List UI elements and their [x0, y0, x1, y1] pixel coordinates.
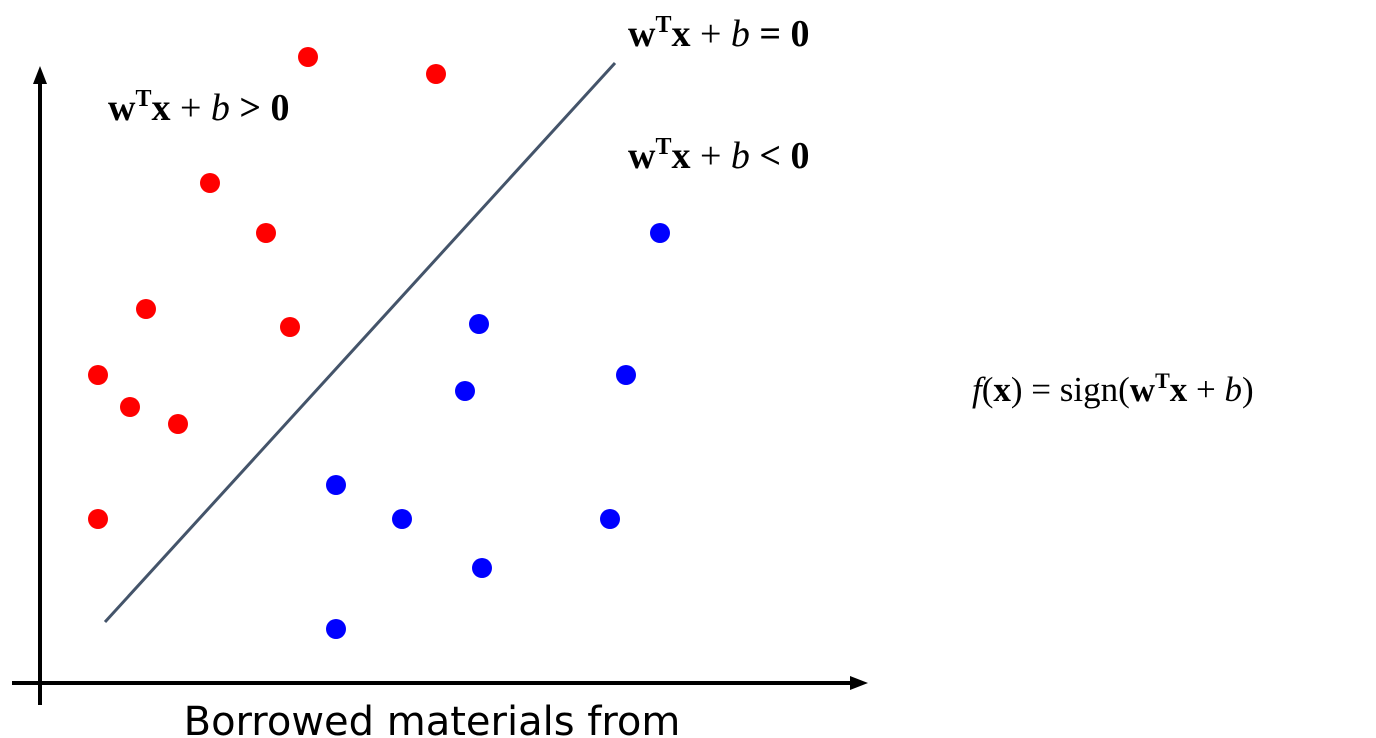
positive-point: [298, 47, 318, 67]
positive-point: [426, 64, 446, 84]
negative-point: [472, 558, 492, 578]
positive-point: [136, 299, 156, 319]
positive-class-points: [88, 47, 446, 529]
negative-region-label: wTx + b < 0: [628, 134, 810, 177]
negative-point: [600, 509, 620, 529]
positive-point: [88, 365, 108, 385]
caption-text: Borrowed materials from: [184, 699, 681, 738]
negative-point: [326, 475, 346, 495]
positive-point: [88, 509, 108, 529]
y-axis-arrowhead: [33, 66, 47, 84]
positive-point: [200, 173, 220, 193]
positive-region-label: wTx + b > 0: [108, 86, 290, 129]
negative-point: [650, 223, 670, 243]
positive-point: [280, 317, 300, 337]
negative-class-points: [326, 223, 670, 639]
negative-point: [326, 619, 346, 639]
negative-point: [455, 381, 475, 401]
x-axis-arrowhead: [850, 676, 868, 690]
decision-boundary-line: [103, 61, 617, 624]
positive-point: [256, 223, 276, 243]
classifier-function-label: f(x) = sign(wTx + b): [972, 368, 1254, 409]
positive-point: [120, 397, 140, 417]
negative-point: [469, 314, 489, 334]
negative-point: [616, 365, 636, 385]
negative-point: [392, 509, 412, 529]
positive-point: [168, 414, 188, 434]
axes: [12, 66, 868, 705]
boundary-equation-label: wTx + b = 0: [628, 12, 810, 55]
